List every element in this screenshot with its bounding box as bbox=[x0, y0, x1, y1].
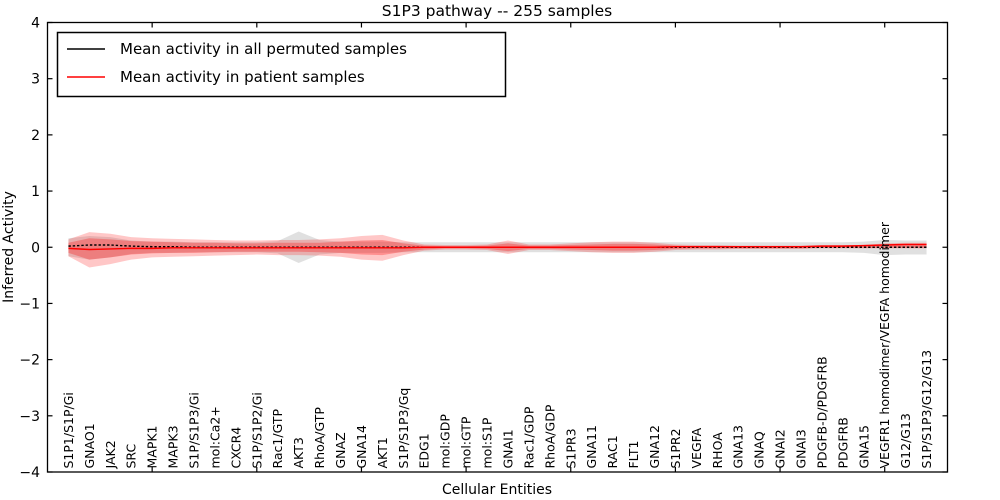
axis-ticks bbox=[47, 21, 948, 473]
x-tick-label: S1P/S1P3/Gi bbox=[187, 392, 202, 468]
band-patient-samples-range-inner bbox=[68, 238, 927, 260]
y-tick-label: −1 bbox=[19, 296, 40, 312]
x-tick-label: GNA11 bbox=[584, 425, 599, 469]
x-axis-label: Cellular Entities bbox=[442, 482, 552, 498]
x-tick-label: MAPK1 bbox=[145, 425, 160, 468]
y-tick-label: 1 bbox=[31, 184, 40, 200]
x-tick-label: mol:GTP bbox=[459, 416, 474, 468]
x-tick-label: SRC bbox=[124, 444, 139, 469]
x-tick-label: S1PR2 bbox=[668, 428, 683, 468]
x-tick-label: GNAI2 bbox=[773, 429, 788, 468]
y-tick-label: 3 bbox=[31, 72, 40, 88]
series-line-mean-activity-in-patient-samples bbox=[68, 243, 927, 251]
x-tick-label: RhoA/GTP bbox=[312, 407, 327, 469]
x-tick-label: mol:S1P bbox=[480, 417, 495, 468]
x-tick-label: S1P/S1P3/G12/G13 bbox=[919, 350, 934, 469]
x-tick-label: mol:GDP bbox=[438, 414, 453, 469]
chart-title: S1P3 pathway -- 255 samples bbox=[382, 2, 612, 20]
x-tick-label: RHOA bbox=[710, 432, 725, 469]
x-tick-label: GNAZ bbox=[333, 432, 348, 468]
x-tick-label: S1PR3 bbox=[563, 428, 578, 468]
x-tick-label: Rac1/GDP bbox=[521, 406, 536, 468]
x-tick-label: G12/G13 bbox=[898, 413, 913, 468]
x-tick-label: S1P/S1P2/Gi bbox=[249, 392, 264, 468]
x-tick-label: JAK2 bbox=[103, 440, 118, 469]
y-tick-labels: −4 −3 −2 −1 0 1 2 3 4 bbox=[19, 16, 40, 482]
legend: Mean activity in all permuted samples Me… bbox=[56, 31, 507, 98]
x-tick-label: CXCR4 bbox=[228, 427, 243, 469]
x-tick-label: S1P1/S1P/Gi bbox=[61, 392, 76, 468]
x-tick-label: AKT1 bbox=[375, 437, 390, 468]
x-tick-label: mol:Ca2+ bbox=[207, 406, 222, 468]
x-tick-labels: S1P1/S1P/Gi GNAO1 JAK2 SRC MAPK1 MAPK3 S1P/S1P… bbox=[61, 221, 934, 469]
legend-label-patient: Mean activity in patient samples bbox=[120, 68, 365, 86]
x-tick-label: GNA14 bbox=[354, 425, 369, 469]
x-tick-label: EDG1 bbox=[417, 433, 432, 468]
x-tick-label: PDGFRB bbox=[835, 417, 850, 468]
x-tick-label: GNA15 bbox=[856, 425, 871, 469]
y-tick-label: −2 bbox=[19, 353, 40, 369]
x-tick-label: GNA13 bbox=[731, 425, 746, 469]
y-tick-label: 4 bbox=[31, 16, 40, 32]
x-tick-label: RAC1 bbox=[605, 435, 620, 468]
x-tick-label: GNA12 bbox=[647, 425, 662, 469]
x-tick-label: GNAO1 bbox=[82, 423, 97, 468]
x-tick-label: FLT1 bbox=[626, 440, 641, 468]
x-tick-label: S1P/S1P3/Gq bbox=[396, 388, 411, 469]
x-tick-label: AKT3 bbox=[291, 437, 306, 468]
y-tick-label: 0 bbox=[31, 240, 40, 256]
x-tick-label: PDGFB-D/PDGFRB bbox=[814, 356, 829, 468]
shaded-bands bbox=[68, 231, 927, 268]
x-tick-label: GNAQ bbox=[752, 431, 767, 468]
band-patient-samples-range-outer bbox=[68, 232, 927, 268]
x-tick-label: MAPK3 bbox=[166, 425, 181, 468]
legend-box bbox=[56, 31, 507, 98]
legend-label-permuted: Mean activity in all permuted samples bbox=[120, 40, 407, 58]
y-tick-label: −3 bbox=[19, 409, 40, 425]
x-tick-label: VEGFA bbox=[689, 427, 704, 468]
y-axis-label: Inferred Activity bbox=[1, 191, 17, 303]
x-tick-label: VEGFR1 homodimer/VEGFA homodimer bbox=[877, 221, 892, 468]
x-tick-label: Rac1/GTP bbox=[270, 409, 285, 469]
x-tick-label: GNAI1 bbox=[500, 429, 515, 468]
x-tick-label: RhoA/GDP bbox=[542, 404, 557, 468]
x-tick-label: GNAI3 bbox=[793, 429, 808, 468]
y-tick-label: 2 bbox=[31, 128, 40, 144]
y-tick-label: −4 bbox=[19, 465, 40, 481]
series-lines bbox=[68, 243, 927, 251]
